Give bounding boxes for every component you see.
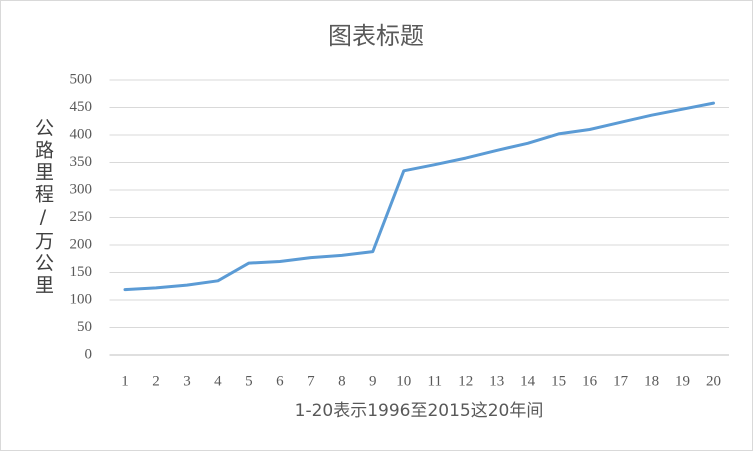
y-tick-label: 300 <box>70 181 93 197</box>
x-tick-label: 15 <box>551 373 566 389</box>
x-tick-label: 2 <box>152 373 160 389</box>
chart-title: 图表标题 <box>328 22 424 50</box>
y-tick-label: 150 <box>70 264 93 280</box>
x-axis-title: 1-20表示1996至2015这20年间 <box>295 401 544 421</box>
y-axis-title: 公路里程/万公里 <box>32 118 54 297</box>
x-tick-label: 13 <box>489 373 504 389</box>
x-tick-label: 17 <box>613 373 629 389</box>
y-tick-label: 250 <box>70 209 93 225</box>
x-tick-label: 10 <box>396 373 411 389</box>
x-tick-label: 19 <box>675 373 690 389</box>
x-tick-label: 18 <box>644 373 659 389</box>
x-tick-label: 11 <box>428 373 442 389</box>
y-tick-label: 500 <box>70 71 93 87</box>
y-tick-label: 200 <box>70 236 93 252</box>
x-tick-label: 14 <box>520 373 536 389</box>
y-tick-label: 450 <box>70 99 93 115</box>
y-tick-label: 100 <box>70 291 93 307</box>
x-tick-label: 6 <box>276 373 284 389</box>
x-tick-label: 20 <box>706 373 721 389</box>
x-tick-label: 5 <box>245 373 253 389</box>
y-tick-label: 50 <box>77 319 92 335</box>
x-tick-label: 12 <box>458 373 473 389</box>
x-tick-label: 4 <box>214 373 222 389</box>
x-tick-label: 16 <box>582 373 598 389</box>
data-line <box>123 101 715 292</box>
x-tick-label: 8 <box>338 373 346 389</box>
x-tick-label: 3 <box>183 373 191 389</box>
y-tick-label: 350 <box>70 154 93 170</box>
y-tick-label: 0 <box>85 346 93 362</box>
x-tick-label: 9 <box>369 373 377 389</box>
x-tick-label: 1 <box>121 373 129 389</box>
y-tick-label: 400 <box>70 126 93 142</box>
x-tick-label: 7 <box>307 373 315 389</box>
